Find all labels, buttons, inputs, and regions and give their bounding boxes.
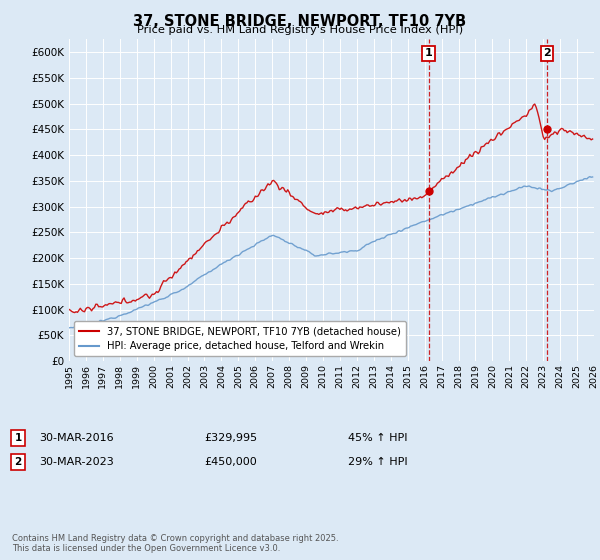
Text: 30-MAR-2016: 30-MAR-2016 <box>39 433 113 443</box>
Legend: 37, STONE BRIDGE, NEWPORT, TF10 7YB (detached house), HPI: Average price, detach: 37, STONE BRIDGE, NEWPORT, TF10 7YB (det… <box>74 321 406 356</box>
Text: 1: 1 <box>425 48 433 58</box>
Text: £329,995: £329,995 <box>204 433 257 443</box>
Text: 45% ↑ HPI: 45% ↑ HPI <box>348 433 407 443</box>
Text: £450,000: £450,000 <box>204 457 257 467</box>
Text: 29% ↑ HPI: 29% ↑ HPI <box>348 457 407 467</box>
Text: 1: 1 <box>14 433 22 443</box>
Text: 37, STONE BRIDGE, NEWPORT, TF10 7YB: 37, STONE BRIDGE, NEWPORT, TF10 7YB <box>133 14 467 29</box>
Text: 2: 2 <box>543 48 551 58</box>
Text: 30-MAR-2023: 30-MAR-2023 <box>39 457 114 467</box>
Text: Contains HM Land Registry data © Crown copyright and database right 2025.
This d: Contains HM Land Registry data © Crown c… <box>12 534 338 553</box>
Text: 2: 2 <box>14 457 22 467</box>
Text: Price paid vs. HM Land Registry's House Price Index (HPI): Price paid vs. HM Land Registry's House … <box>137 25 463 35</box>
